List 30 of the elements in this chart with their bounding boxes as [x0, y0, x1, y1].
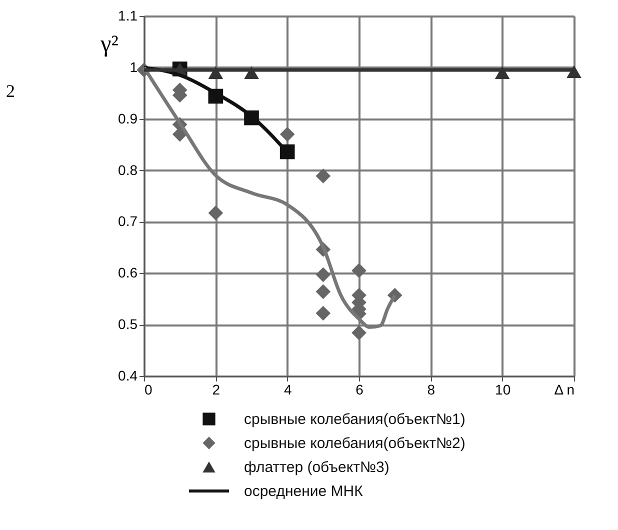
point: [316, 284, 331, 300]
y-tick-label: 0.7: [118, 213, 138, 230]
x-tick-label: 10: [495, 382, 511, 398]
y-tick-label: 0.6: [118, 264, 138, 281]
y-tick-label: 0.5: [118, 316, 138, 332]
point: [316, 267, 331, 282]
y-tick-label: 1: [130, 58, 138, 75]
x-tick-label: 2: [212, 382, 220, 398]
y-tick-label: 0.4: [118, 368, 138, 384]
point: [316, 306, 331, 321]
point: [280, 126, 295, 142]
point: [316, 168, 331, 184]
point: [352, 263, 366, 278]
x-tick-label: 8: [427, 382, 436, 398]
x-tick-label: 6: [356, 382, 364, 398]
point: [208, 206, 224, 220]
y-tick-label: 0.8: [118, 162, 138, 178]
x-tick-label: 0: [144, 382, 152, 398]
legend-label: срывные колебания(объект№1): [244, 411, 466, 428]
y-tick-label: 1.1: [118, 8, 138, 24]
legend-label: осреднение МНК: [244, 483, 364, 500]
legend-label: флаттер (объект№3): [244, 459, 390, 476]
y-axis-title: γ²: [100, 32, 118, 58]
legend-label: срывные колебания(объект№2): [244, 435, 466, 452]
point: [566, 65, 582, 78]
x-tick-label: 4: [284, 382, 292, 398]
x-tick-label: Δ n: [554, 382, 574, 398]
point: [352, 325, 366, 340]
y-tick-label: 0.9: [118, 110, 138, 126]
text: 2: [6, 81, 15, 101]
